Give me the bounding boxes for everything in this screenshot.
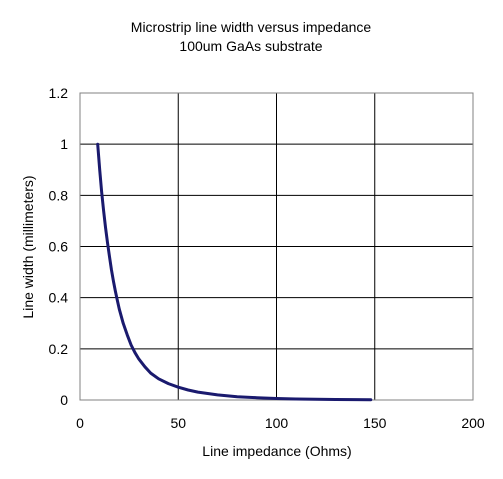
y-tick-label: 1 — [60, 136, 68, 152]
y-tick-labels: 0 0.2 0.4 0.6 0.8 1 1.2 — [49, 85, 69, 408]
x-tick-label: 200 — [461, 415, 485, 431]
x-tick-label: 150 — [363, 415, 387, 431]
x-tick-label: 0 — [76, 415, 84, 431]
series-line — [96, 142, 373, 402]
x-axis-label: Line impedance (Ohms) — [202, 443, 351, 459]
y-tick-label: 0.8 — [49, 187, 69, 203]
y-tick-label: 0.6 — [49, 239, 69, 255]
y-tick-label: 0.2 — [49, 341, 69, 357]
x-tick-labels: 0 50 100 150 200 — [76, 415, 485, 431]
x-tick-label: 100 — [265, 415, 289, 431]
y-tick-label: 1.2 — [49, 85, 69, 101]
chart-subtitle: 100um GaAs substrate — [179, 38, 322, 54]
chart-title: Microstrip line width versus impedance — [131, 19, 372, 35]
y-tick-label: 0 — [60, 392, 68, 408]
y-tick-label: 0.4 — [49, 290, 69, 306]
x-tick-label: 50 — [170, 415, 186, 431]
y-axis-label: Line width (millimeters) — [20, 175, 36, 318]
series-layer — [96, 142, 373, 402]
